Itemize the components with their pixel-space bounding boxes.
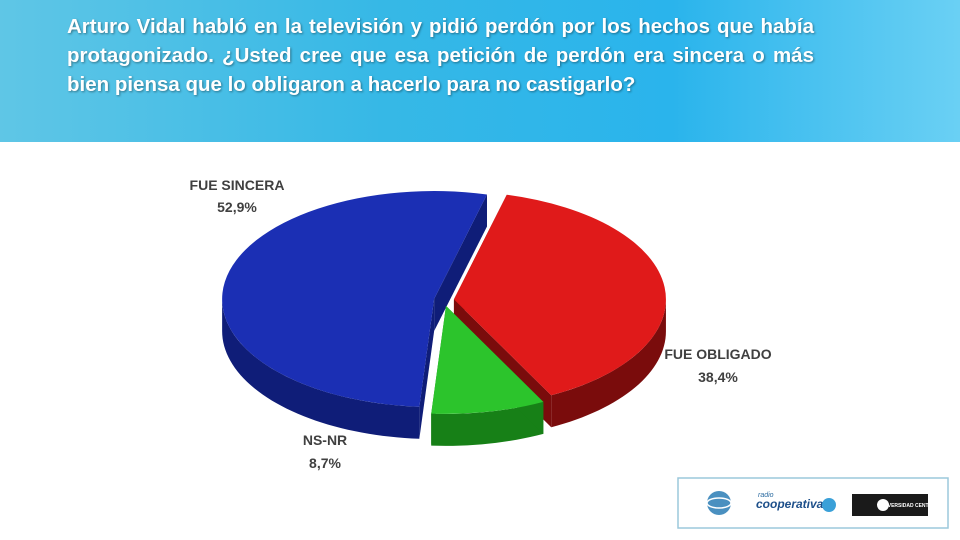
value-label: 38,4% — [698, 369, 738, 385]
slice-edge — [419, 299, 435, 439]
slice-label: NS-NR — [303, 432, 347, 448]
logo-text: UNIVERSIDAD CENTRAL — [879, 503, 939, 509]
logo-text: cooperativa — [756, 497, 824, 511]
globe-logo — [707, 491, 731, 515]
coop-icon — [822, 498, 836, 512]
slice-label: FUE OBLIGADO — [664, 346, 771, 362]
slice-edge — [434, 194, 487, 332]
slice-side — [431, 401, 544, 446]
logo-text: radio — [758, 492, 774, 499]
question-title: Arturo Vidal habló en la televisión y pi… — [67, 15, 814, 96]
slice-side — [551, 299, 666, 428]
slice — [453, 194, 666, 396]
slice-side — [222, 299, 420, 439]
slice — [431, 305, 544, 414]
globe-ring — [706, 497, 732, 509]
slice-label: FUE SINCERA — [190, 177, 285, 193]
value-label: 52,9% — [217, 199, 257, 215]
header: Arturo Vidal habló en la televisión y pi… — [0, 0, 960, 142]
uc-logo — [852, 494, 928, 516]
slice — [222, 191, 487, 407]
pie — [222, 191, 666, 446]
logo-box: radio cooperativa UNIVERSIDAD CENTRAL — [677, 477, 949, 529]
value-label: 8,7% — [309, 455, 341, 471]
uc-icon — [877, 499, 889, 511]
